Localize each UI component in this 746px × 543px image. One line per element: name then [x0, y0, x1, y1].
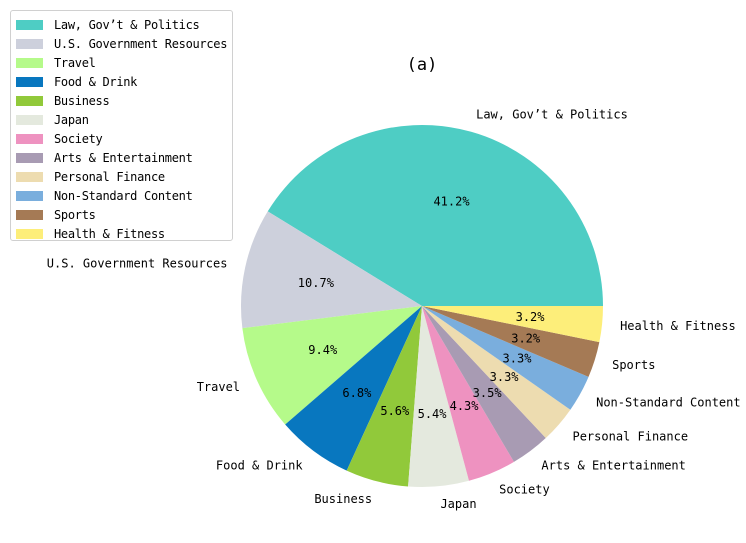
legend-item: Law, Gov’t & Politics	[11, 15, 232, 34]
category-label: Health & Fitness	[620, 319, 736, 333]
category-label: Food & Drink	[216, 458, 303, 472]
chart-title: (a)	[407, 55, 438, 75]
percent-label: 10.7%	[298, 276, 335, 290]
legend-item: Japan	[11, 110, 232, 129]
legend-label: U.S. Government Resources	[54, 36, 228, 51]
pie-slice	[267, 124, 604, 306]
legend-item: Society	[11, 129, 232, 148]
legend-label: Non-Standard Content	[54, 188, 193, 203]
legend-item: Business	[11, 91, 232, 110]
percent-label: 3.3%	[503, 352, 533, 366]
legend-label: Sports	[54, 207, 96, 222]
category-label: Society	[499, 483, 550, 497]
pie-slice	[422, 306, 546, 462]
legend-swatch	[16, 57, 43, 68]
legend-item: Non-Standard Content	[11, 186, 232, 205]
pie-slice	[422, 306, 600, 377]
legend-swatch	[16, 114, 43, 125]
percent-label: 4.3%	[450, 399, 480, 413]
legend-label: Japan	[54, 112, 89, 127]
legend-label: Business	[54, 93, 110, 108]
pie-slice	[242, 306, 422, 425]
legend-label: Health & Fitness	[54, 226, 165, 241]
legend-swatch	[16, 190, 43, 201]
pie-slices	[241, 124, 604, 488]
percent-label: 5.6%	[380, 404, 410, 418]
percent-label: 41.2%	[433, 194, 470, 208]
legend-swatch	[16, 95, 43, 106]
pie-slice	[285, 306, 422, 471]
legend-label: Personal Finance	[54, 169, 165, 184]
pie-slice	[346, 306, 422, 487]
category-label: Business	[314, 492, 372, 506]
legend-swatch	[16, 228, 43, 239]
percent-label: 5.4%	[418, 407, 448, 421]
legend-swatch	[16, 152, 43, 163]
legend-swatch	[16, 133, 43, 144]
legend-item: Personal Finance	[11, 167, 232, 186]
legend-swatch	[16, 171, 43, 182]
category-labels: Law, Gov’t & Politics U.S. Government Res…	[47, 107, 741, 511]
legend-swatch	[16, 76, 43, 87]
legend-swatch	[16, 209, 43, 220]
pie-slice	[408, 306, 469, 488]
legend-item: Health & Fitness	[11, 224, 232, 243]
legend-swatch	[16, 38, 43, 49]
category-label: Non-Standard Content	[596, 396, 741, 410]
legend: Law, Gov’t & Politics U.S. Government Re…	[10, 10, 233, 241]
legend-item: Arts & Entertainment	[11, 148, 232, 167]
category-label: U.S. Government Resources	[47, 257, 228, 271]
category-label: Travel	[197, 380, 240, 394]
category-label: Japan	[440, 497, 476, 511]
percent-label: 3.2%	[511, 331, 541, 345]
pie-slice	[241, 211, 422, 329]
percent-label: 9.4%	[308, 343, 338, 357]
legend-swatch	[16, 19, 43, 30]
category-label: Personal Finance	[572, 429, 688, 443]
percent-label: 3.2%	[516, 310, 546, 324]
legend-item: Food & Drink	[11, 72, 232, 91]
legend-item: Travel	[11, 53, 232, 72]
category-label: Law, Gov’t & Politics	[476, 107, 628, 121]
percent-label: 3.3%	[490, 370, 520, 384]
percent-label: 3.5%	[473, 386, 503, 400]
pie-slice	[422, 306, 571, 439]
legend-item: U.S. Government Resources	[11, 34, 232, 53]
pie-slice	[422, 306, 603, 343]
category-label: Sports	[612, 358, 655, 372]
category-label: Arts & Entertainment	[541, 458, 686, 472]
legend-label: Arts & Entertainment	[54, 150, 193, 165]
legend-item: Sports	[11, 205, 232, 224]
percent-labels: 41.2% 10.7% 9.4% 6.8% 5.6% 5.4%4.3%3.5% 3.3% 3.…	[298, 194, 545, 421]
percent-label: 6.8%	[342, 386, 372, 400]
legend-label: Travel	[54, 55, 96, 70]
pie-slice	[422, 306, 514, 481]
legend-label: Food & Drink	[54, 74, 138, 89]
pie-slice	[422, 306, 589, 410]
legend-label: Law, Gov’t & Politics	[54, 17, 200, 32]
legend-label: Society	[54, 131, 103, 146]
